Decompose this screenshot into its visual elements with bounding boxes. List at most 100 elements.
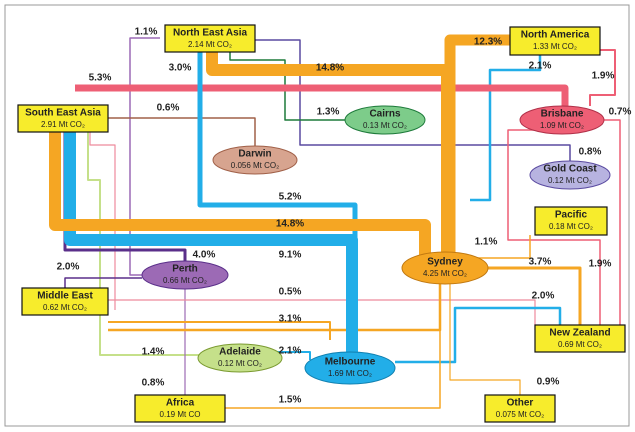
node-ellipse xyxy=(197,343,283,373)
node-label: Adelaide xyxy=(219,347,261,358)
flow-label: 12.3% xyxy=(474,37,502,48)
flow xyxy=(108,321,331,340)
flow-labels: 1.1% 3.0% 14.8% 12.3% 2.1% 1.9% 5.3% 0.6… xyxy=(57,27,632,406)
flow xyxy=(108,117,256,146)
flow xyxy=(444,34,510,252)
flow xyxy=(129,37,160,276)
node-ellipse xyxy=(519,105,605,135)
node-value: 0.19 Mt CO xyxy=(160,410,201,419)
node-value: 0.056 Mt CO₂ xyxy=(231,161,279,170)
flow-label: 0.8% xyxy=(579,147,602,158)
node-value: 1.09 Mt CO₂ xyxy=(540,121,584,130)
flow xyxy=(64,132,358,352)
node-label: North America xyxy=(521,30,590,41)
node-ellipse xyxy=(401,251,489,285)
node-label: Melbourne xyxy=(325,357,376,368)
flow xyxy=(470,235,531,259)
flow xyxy=(75,84,569,106)
node-label: Africa xyxy=(166,398,195,409)
node-label: Darwin xyxy=(238,149,271,160)
node-label: Perth xyxy=(172,264,198,275)
node-ellipse xyxy=(141,260,229,290)
flow-label: 0.5% xyxy=(279,287,302,298)
node-label: Other xyxy=(507,398,534,409)
node-box xyxy=(134,394,226,423)
flow-label: 2.1% xyxy=(279,346,302,357)
flow-label: 1.3% xyxy=(317,107,340,118)
flow xyxy=(255,39,571,162)
flow-label: 1.9% xyxy=(589,259,612,270)
flow-label: 14.8% xyxy=(276,219,304,230)
node-ellipse xyxy=(344,105,426,135)
flow xyxy=(225,284,441,409)
node-value: 1.69 Mt CO₂ xyxy=(328,369,372,378)
flow xyxy=(589,49,616,106)
node-value: 0.13 Mt CO₂ xyxy=(363,121,407,130)
node-labels: North East Asia 2.14 Mt CO₂ North Americ… xyxy=(25,28,610,419)
flow-label: 1.4% xyxy=(142,347,165,358)
node-ellipse xyxy=(529,160,611,190)
node-label: Cairns xyxy=(369,109,401,120)
node-value: 0.18 Mt CO₂ xyxy=(549,222,593,231)
node-label: Middle East xyxy=(37,291,93,302)
node-value: 2.14 Mt CO₂ xyxy=(188,40,232,49)
node-label: New Zealand xyxy=(549,328,610,339)
node-value: 0.12 Mt CO₂ xyxy=(218,359,262,368)
flow-label: 1.5% xyxy=(279,395,302,406)
flow xyxy=(64,277,142,288)
node-value: 0.62 Mt CO₂ xyxy=(43,303,87,312)
node-label: South East Asia xyxy=(25,108,101,119)
node-label: Sydney xyxy=(427,257,463,268)
flow-label: 3.0% xyxy=(169,63,192,74)
node-box xyxy=(534,206,608,236)
flow-label: 9.1% xyxy=(279,250,302,261)
flow xyxy=(108,299,536,330)
flow xyxy=(488,266,582,325)
node-value: 0.12 Mt CO₂ xyxy=(548,176,592,185)
flow-label: 1.9% xyxy=(592,71,615,82)
flow-label: 2.0% xyxy=(57,262,80,273)
flow-label: 2.1% xyxy=(529,61,552,72)
node-value: 2.91 Mt CO₂ xyxy=(41,120,85,129)
flow-label: 1.1% xyxy=(475,237,498,248)
node-label: North East Asia xyxy=(173,28,248,39)
flow-label: 4.0% xyxy=(193,250,216,261)
flow xyxy=(229,52,345,121)
node-box xyxy=(534,324,626,353)
flow-label: 3.1% xyxy=(279,314,302,325)
flow-label: 0.9% xyxy=(537,377,560,388)
flow-label: 5.3% xyxy=(89,73,112,84)
flow xyxy=(507,129,601,325)
flow xyxy=(395,306,562,364)
flow-label: 3.7% xyxy=(529,257,552,268)
node-box xyxy=(484,394,556,423)
flow-label: 0.8% xyxy=(142,378,165,389)
node-value: 0.66 Mt CO₂ xyxy=(163,276,207,285)
flow-label: 5.2% xyxy=(279,192,302,203)
flow xyxy=(604,119,621,325)
flow-label: 0.6% xyxy=(157,103,180,114)
flow xyxy=(49,132,431,255)
node-value: 1.33 Mt CO₂ xyxy=(533,42,577,51)
node-label: Pacific xyxy=(555,210,588,221)
flows xyxy=(49,34,621,409)
flow xyxy=(270,351,311,360)
flow-label: 1.1% xyxy=(135,27,158,38)
flow-label: 2.0% xyxy=(532,291,555,302)
node-label: Brisbane xyxy=(541,109,584,120)
flow-label: 0.7% xyxy=(609,107,632,118)
flow xyxy=(87,132,200,356)
node-value: 0.075 Mt CO₂ xyxy=(496,410,544,419)
flow xyxy=(470,55,542,202)
node-label: Gold Coast xyxy=(543,164,597,175)
flow-label: 14.8% xyxy=(316,63,344,74)
flow xyxy=(449,284,521,395)
node-ellipse xyxy=(212,145,298,175)
node-box xyxy=(21,287,109,316)
node-ellipse xyxy=(304,351,396,385)
node-value: 0.69 Mt CO₂ xyxy=(558,340,602,349)
node-box xyxy=(164,24,256,53)
node-box xyxy=(17,104,109,133)
node-value: 4.25 Mt CO₂ xyxy=(423,269,467,278)
